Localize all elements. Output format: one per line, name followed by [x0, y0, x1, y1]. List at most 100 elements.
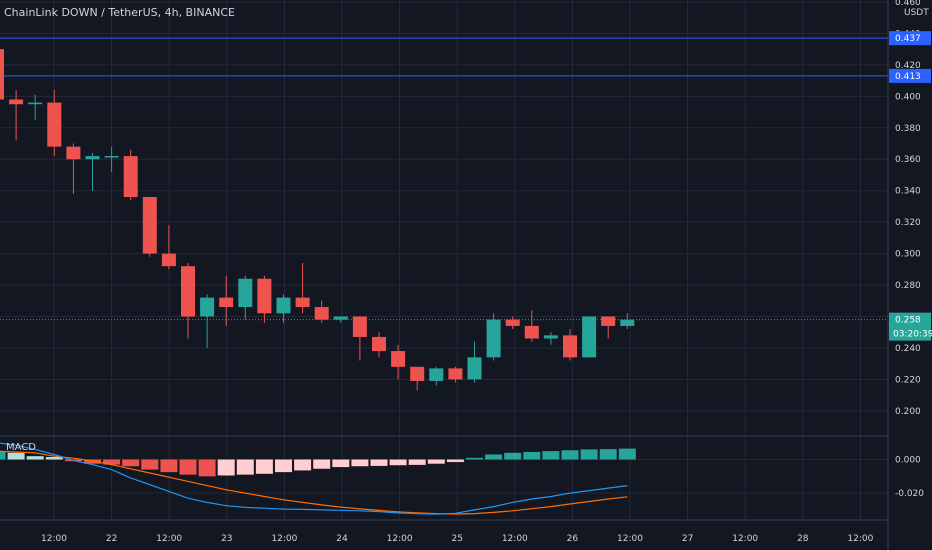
candle-body [200, 297, 215, 317]
candle-up [582, 316, 597, 358]
macd-signal-line [0, 450, 628, 515]
horizontal-line-label: 0.437 [895, 34, 921, 44]
candle-body [486, 319, 501, 358]
macd-histogram-bar [45, 457, 63, 460]
price-tick-label: 0.220 [895, 375, 921, 385]
price-tick-label: 0.420 [895, 61, 921, 71]
candle-body [181, 266, 195, 317]
candle-down [505, 316, 520, 330]
macd-histogram-bar [618, 448, 636, 460]
macd-histogram-bar [332, 459, 350, 468]
macd-histogram-bar [561, 450, 579, 460]
candle-down [66, 143, 81, 194]
macd-histogram-bar [351, 459, 369, 467]
candle-down [123, 149, 138, 201]
candle-body [47, 102, 62, 147]
candle-down [161, 225, 176, 270]
candle-down [314, 300, 329, 323]
horizontal-line-badge [889, 68, 931, 83]
candle-body [620, 319, 635, 326]
time-axis[interactable]: 12:00 22 12:00 23 12:00 24 12:00 25 12:00 26 12:00… [41, 534, 874, 544]
candle-up [85, 152, 100, 191]
candle-up [28, 94, 43, 120]
candle-body [9, 99, 24, 105]
time-tick-label: 12:00 [502, 534, 528, 544]
price-tick-label: 0.240 [895, 344, 921, 354]
macd-histogram-bar [485, 454, 503, 460]
macd-histogram-bar [275, 459, 292, 473]
countdown-label: 03:20:39 [893, 330, 932, 340]
price-axis[interactable]: 0.2000.2200.2400.2600.2800.3000.3200.340… [889, 0, 932, 499]
candle-down [142, 196, 157, 257]
macd-histogram-bar [580, 449, 598, 460]
candle-body [161, 253, 176, 267]
time-tick-label: 24 [336, 534, 348, 544]
candle-body [352, 316, 367, 337]
price-tick-label: 0.200 [895, 407, 921, 417]
time-tick-label: 28 [797, 534, 809, 544]
candle-body [276, 297, 291, 314]
macd-histogram-bar [408, 459, 426, 465]
macd-histogram-bar [26, 456, 44, 460]
candle-body [238, 278, 253, 308]
candle-body [142, 196, 157, 254]
current-price-badge [889, 312, 931, 341]
macd-histogram-bar [84, 459, 101, 464]
macd-histogram-bar [103, 459, 121, 465]
macd-histogram-bar [217, 459, 235, 476]
macd-histogram-bar [160, 459, 178, 473]
macd-tick-label: -0.020 [895, 489, 924, 499]
macd-histogram-bar [523, 451, 541, 460]
candle-down [47, 90, 62, 157]
horizontal-lines[interactable] [0, 37, 888, 321]
macd-histogram-bar [122, 459, 140, 467]
candle-body [467, 357, 482, 380]
symbol-title[interactable]: ChainLink DOWN / TetherUS, 4h, BINANCE [4, 6, 235, 19]
horizontal-line-label: 0.413 [895, 72, 921, 82]
time-tick-label: 12:00 [847, 534, 873, 544]
candle-body [543, 335, 558, 339]
candle-body [0, 49, 4, 100]
candle-down [524, 310, 539, 342]
candle-body [28, 102, 43, 105]
macd-histogram-bar [446, 459, 464, 463]
candle-up [104, 146, 119, 172]
candle-body [66, 146, 81, 160]
macd-indicator-label[interactable]: MACD [6, 442, 36, 453]
macd-histogram-bar [7, 452, 25, 460]
candle-down [372, 332, 386, 358]
price-tick-label: 0.340 [895, 187, 921, 197]
macd-histogram-bar [466, 457, 483, 460]
time-tick-label: 12:00 [387, 534, 413, 544]
time-tick-label: 12:00 [271, 534, 297, 544]
candle-down [601, 316, 616, 339]
candle-body [219, 297, 234, 308]
candle-down [295, 263, 310, 314]
macd-histogram-bar [179, 459, 197, 475]
candle-body [391, 351, 406, 367]
macd-histogram-bar [389, 459, 407, 466]
macd-histogram-bar [141, 459, 159, 470]
macd-histogram-bar [370, 459, 388, 466]
candle-body [410, 366, 425, 381]
time-tick-label: 26 [567, 534, 579, 544]
candle-up [429, 366, 444, 386]
macd-histogram-bar [542, 451, 560, 460]
candle-down [9, 90, 24, 141]
time-tick-label: 27 [682, 534, 693, 544]
candle-down [410, 366, 425, 391]
candle-body [601, 316, 616, 326]
candle-body [123, 156, 138, 197]
candle-up [620, 313, 635, 330]
price-tick-label: 0.320 [895, 218, 921, 228]
time-tick-label: 12:00 [732, 534, 758, 544]
macd-tick-label: 0.000 [895, 456, 921, 466]
macd-histogram-bar [599, 449, 617, 460]
candle-up [238, 275, 253, 320]
candle-body [295, 297, 310, 308]
time-tick-label: 12:00 [41, 534, 67, 544]
current-price-label: 0.258 [895, 316, 921, 326]
time-tick-label: 23 [221, 534, 232, 544]
